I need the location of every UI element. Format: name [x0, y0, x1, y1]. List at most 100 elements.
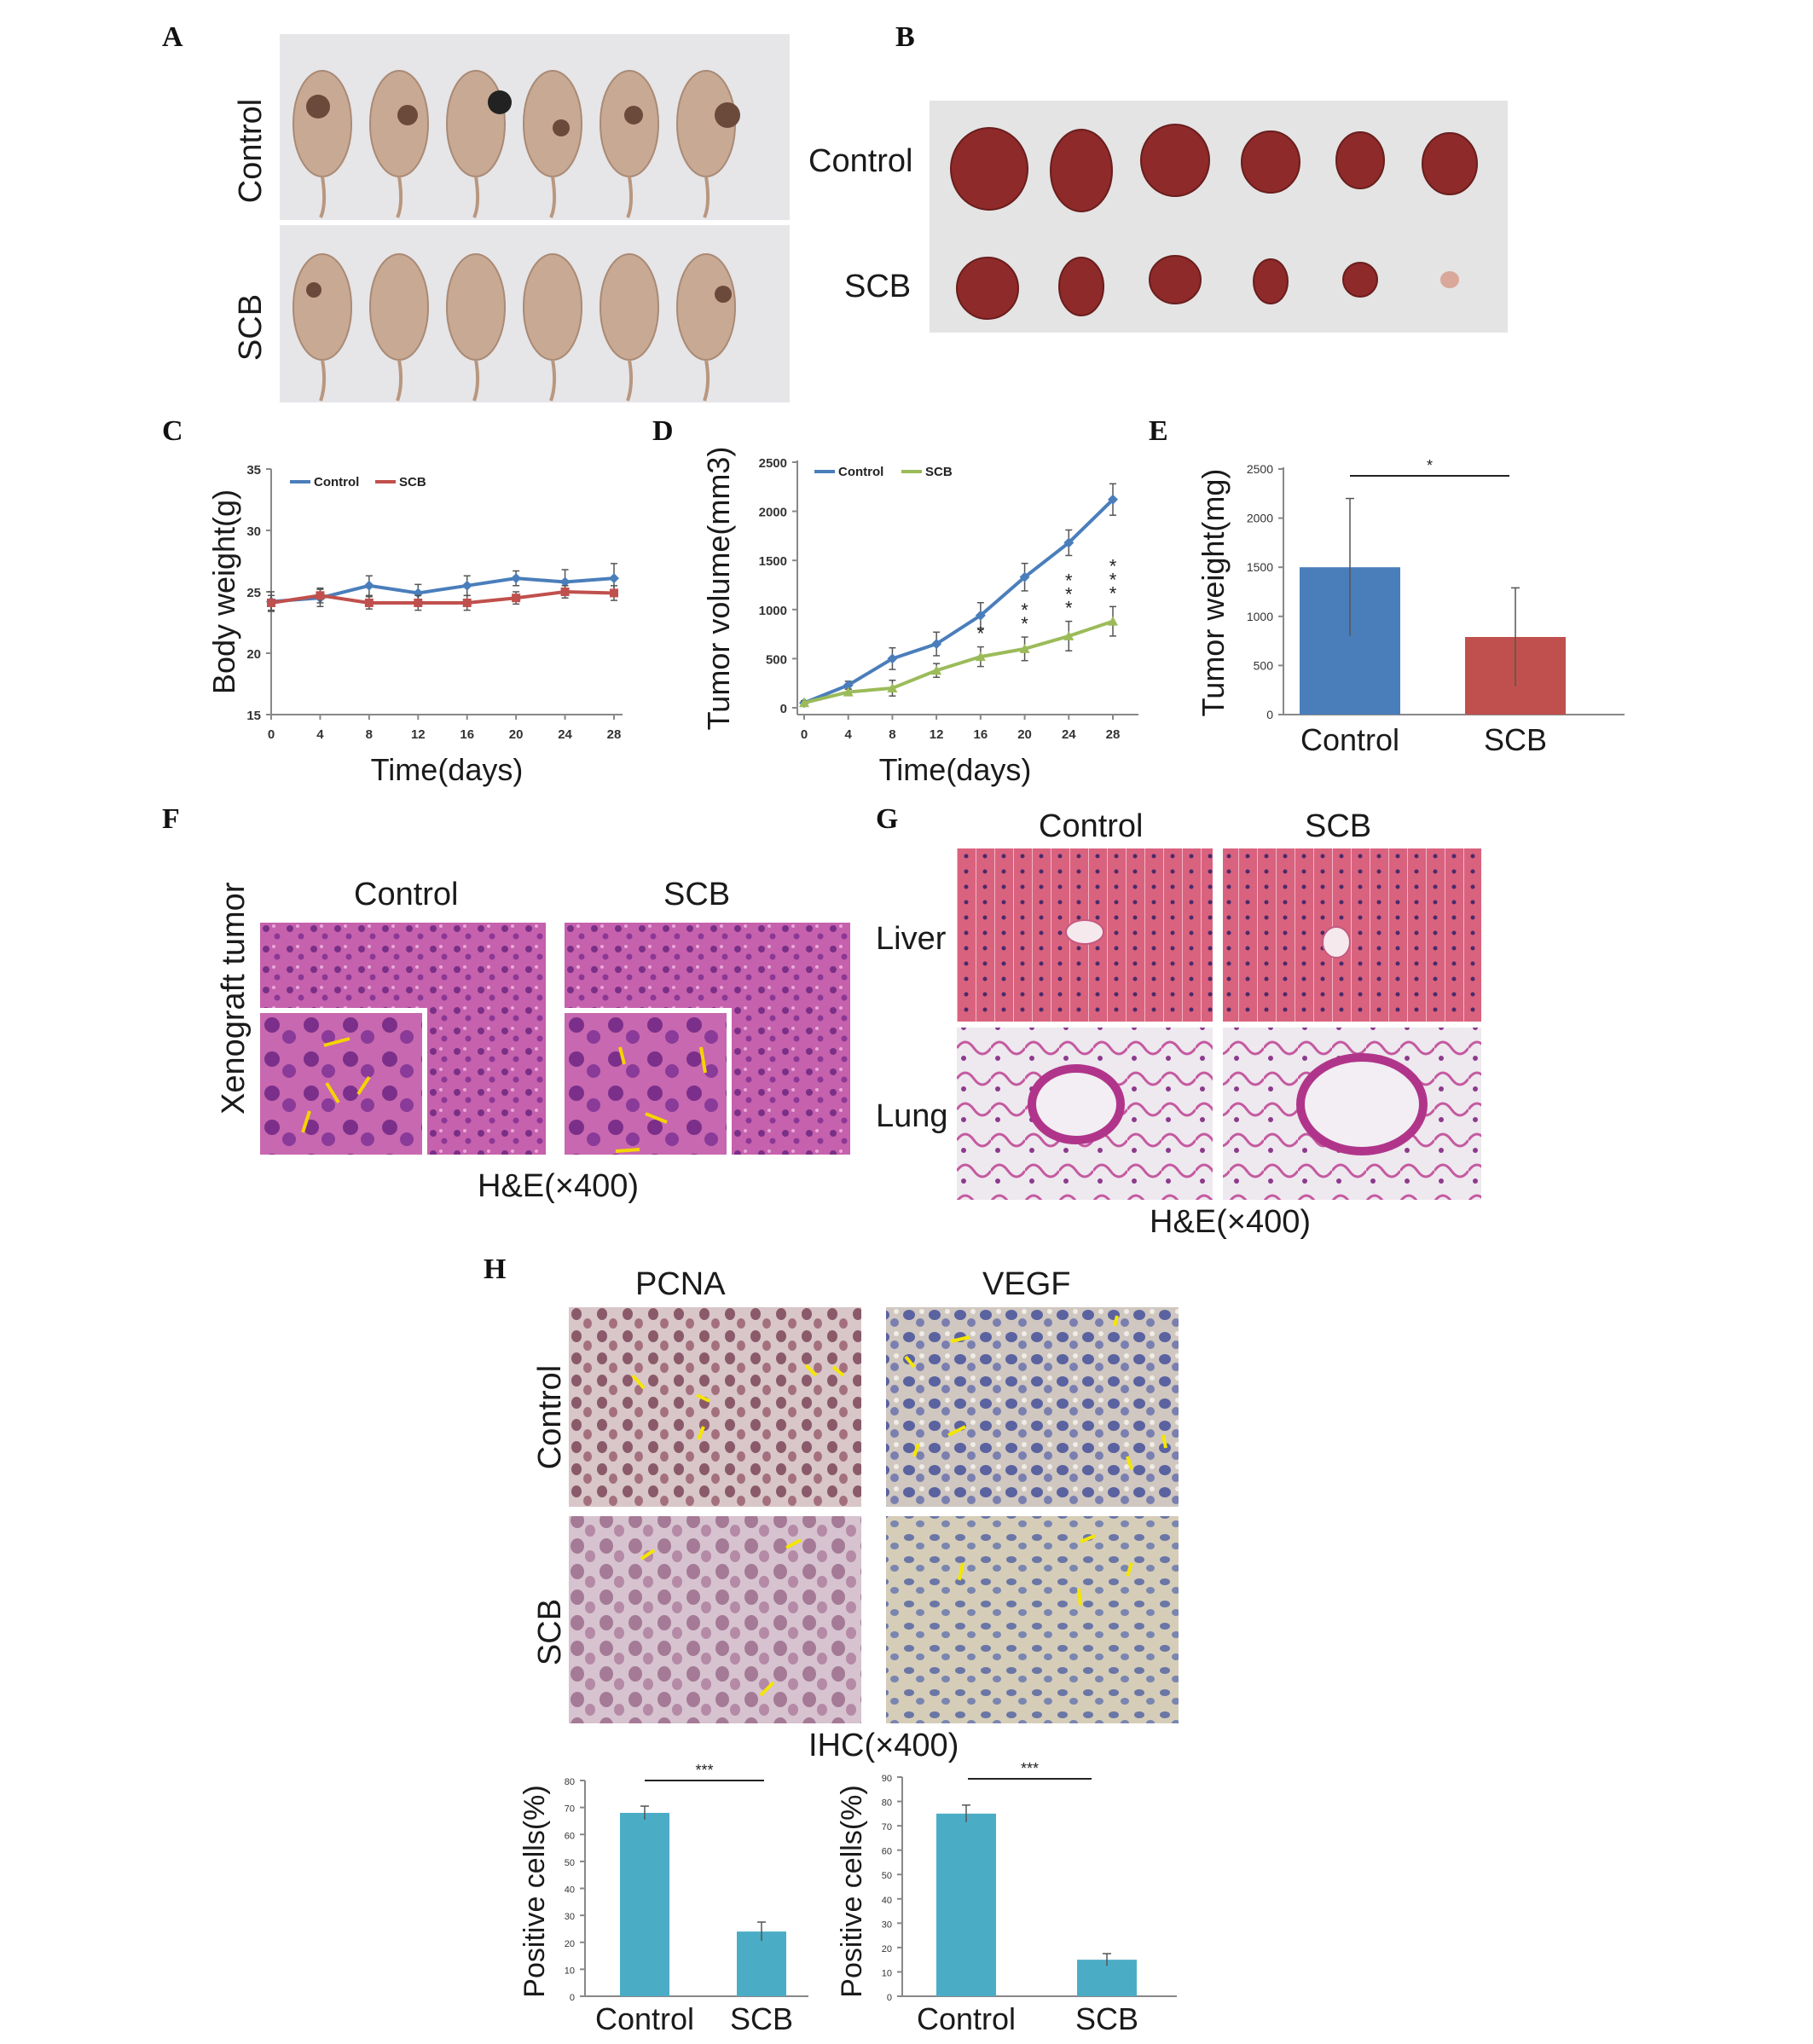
panel-letter-d: D: [652, 415, 674, 447]
data-point: [461, 580, 472, 591]
y-tick-label: 10: [882, 1968, 892, 1978]
data-point: [1108, 494, 1118, 505]
panel-h-caption: IHC(×400): [808, 1728, 959, 1763]
he-tumor-scb-inset: [565, 1008, 732, 1155]
x-tick-label: 20: [1017, 727, 1032, 742]
y-tick-label: 1500: [1247, 560, 1273, 574]
chart-d-xlabel: Time(days): [879, 752, 1032, 787]
significance-mark: ***: [1021, 1760, 1039, 1777]
y-tick-label: 0: [1266, 708, 1273, 721]
panel-h-vegf-label: VEGF: [982, 1266, 1071, 1302]
he-tumor-control-image: [260, 923, 546, 1155]
significance-mark: *: [1021, 613, 1028, 634]
bar-scb: [1077, 1960, 1137, 1996]
chart-h-pcna-positive-cells: 0 10 20 30 40 50 60 70 80 Control SCB *** Positive …: [518, 1762, 808, 2036]
y-tick-label: 10: [565, 1966, 575, 1976]
data-point: [363, 580, 374, 591]
y-tick-label: 35: [246, 463, 261, 478]
data-point: [1063, 537, 1074, 548]
chart-e-ylabel: Tumor weight(mg): [1196, 469, 1231, 717]
bar-scb: [737, 1931, 786, 1996]
panel-g-liver-label: Liver: [876, 921, 947, 957]
x-tick-label: 12: [411, 727, 426, 742]
chart-h-pcna-ylabel: Positive cells(%): [518, 1785, 551, 1997]
data-point: [931, 639, 942, 650]
y-tick-label: 25: [246, 586, 261, 600]
significance-mark: *: [1109, 582, 1117, 604]
y-tick-label: 80: [565, 1777, 575, 1787]
he-tumor-scb-image: [565, 923, 850, 1155]
series-line: [270, 589, 615, 605]
data-point: [799, 698, 809, 708]
legend-label: Control: [838, 465, 883, 479]
data-point: [887, 653, 898, 664]
panel-f-scb-label: SCB: [663, 877, 731, 912]
data-point: [1019, 571, 1030, 582]
data-point: [931, 665, 942, 675]
y-tick-label: 30: [565, 1912, 575, 1922]
vegf-control-image: [886, 1307, 1179, 1507]
panel-letter-a: A: [162, 21, 183, 53]
data-point: [267, 598, 275, 607]
panel-f-control-label: Control: [354, 877, 459, 912]
significance-mark: ***: [695, 1762, 713, 1779]
y-tick-label: 500: [766, 652, 787, 667]
data-point: [364, 598, 374, 607]
chart-d-ylabel: Tumor volume(mm3): [701, 447, 736, 731]
bar-control: [620, 1812, 669, 1996]
x-tick-label: 12: [930, 727, 944, 742]
y-tick-label: 40: [565, 1885, 575, 1896]
x-tick-label: 28: [1106, 727, 1121, 742]
y-tick-label: 1000: [1247, 610, 1273, 623]
y-tick-label: 40: [882, 1896, 892, 1906]
data-point: [975, 651, 986, 662]
panel-h-scb-label: SCB: [532, 1598, 568, 1666]
data-point: [512, 594, 521, 603]
chart-c-body-weight: 15 20 25 30 35 0 4 8 12 16 20 24 28 Control SCB Body w…: [206, 463, 623, 787]
y-tick-label: 20: [246, 647, 261, 662]
he-tumor-control-inset: [260, 1008, 427, 1155]
panel-letter-f: F: [162, 803, 180, 835]
chart-e-tumor-weight: 0 500 1000 1500 2000 2500 Control SCB * Tumor we…: [1196, 457, 1625, 757]
x-tick-label: 24: [558, 727, 572, 742]
panel-letter-b: B: [895, 21, 915, 53]
mice-photo-image: [280, 34, 790, 402]
x-tick-label: 8: [889, 727, 895, 742]
y-tick-label: 20: [882, 1944, 892, 1954]
y-tick-label: 80: [882, 1798, 892, 1809]
series-line: [803, 619, 1114, 705]
pcna-scb-image: [569, 1516, 861, 1723]
panel-f-caption: H&E(×400): [478, 1168, 640, 1204]
panel-a-scb-label: SCB: [233, 293, 269, 362]
chart-c-xlabel: Time(days): [371, 752, 524, 787]
y-tick-label: 70: [882, 1822, 892, 1833]
mice-photo: [280, 34, 790, 402]
data-point: [887, 682, 898, 692]
legend-label: SCB: [399, 475, 426, 489]
data-point: [559, 576, 571, 588]
category-label: SCB: [1484, 722, 1547, 757]
data-point: [609, 573, 619, 584]
panel-a-control-label: Control: [233, 98, 269, 204]
series-line: [803, 498, 1115, 705]
x-tick-label: 28: [607, 727, 622, 742]
significance-mark: *: [977, 623, 985, 645]
category-label: SCB: [730, 2001, 793, 2036]
data-point: [462, 598, 472, 607]
significance-mark: *: [1109, 569, 1117, 590]
data-point: [1019, 643, 1030, 653]
y-tick-label: 70: [565, 1804, 575, 1815]
chart-c-ylabel: Body weight(g): [206, 489, 241, 694]
panel-b-control-label: Control: [808, 143, 913, 179]
legend-label: SCB: [925, 465, 953, 479]
significance-mark: *: [1021, 599, 1028, 621]
series-scb: [267, 585, 618, 611]
data-point: [1108, 616, 1118, 626]
y-tick-label: 50: [882, 1871, 892, 1881]
data-point: [843, 686, 854, 697]
chart-h-vegf-positive-cells: 0 10 20 30 40 50 60 70 80 90 Control SCB *** Positiv…: [836, 1760, 1177, 2036]
panel-g-caption: H&E(×400): [1150, 1204, 1312, 1240]
panel-letter-g: G: [876, 803, 899, 835]
y-tick-label: 20: [565, 1939, 575, 1949]
y-tick-label: 2000: [1247, 512, 1273, 525]
